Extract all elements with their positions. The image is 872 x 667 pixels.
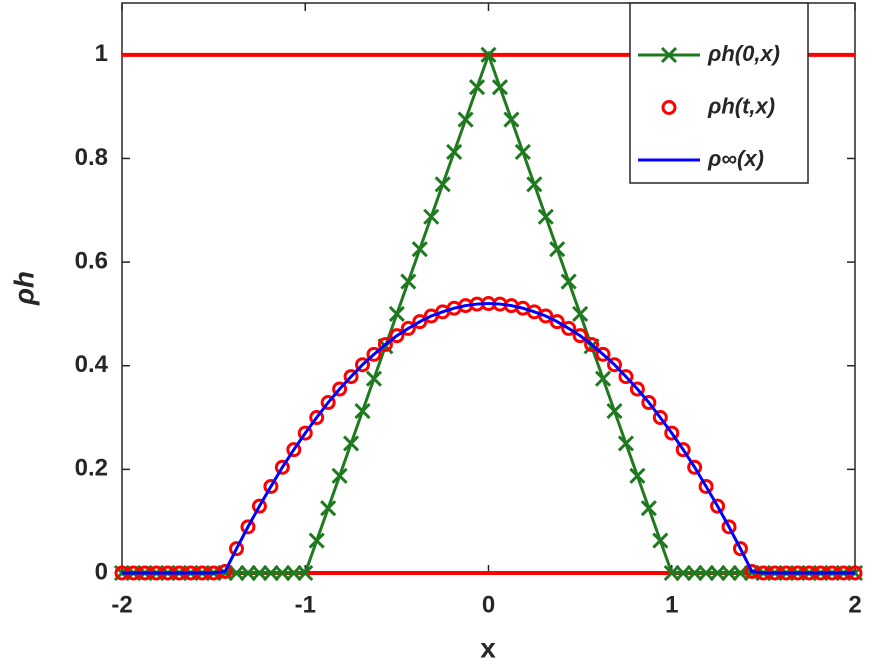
data-point <box>423 208 440 225</box>
data-point <box>732 541 748 557</box>
data-point <box>377 336 393 352</box>
data-point <box>320 500 337 517</box>
y-tick-label: 1 <box>95 40 108 67</box>
data-point <box>561 320 577 336</box>
data-point <box>320 395 336 411</box>
data-point <box>526 176 543 193</box>
data-point <box>354 403 371 420</box>
data-point <box>652 410 668 426</box>
data-point <box>549 241 566 258</box>
x-tick-label: -2 <box>111 591 132 618</box>
data-point <box>468 79 486 96</box>
data-point <box>549 314 565 330</box>
data-point <box>434 176 451 193</box>
data-point <box>412 314 428 330</box>
data-point <box>446 143 463 161</box>
x-tick-label: 2 <box>848 591 861 618</box>
data-point <box>572 328 588 344</box>
data-point <box>366 346 382 362</box>
data-point <box>491 79 509 96</box>
data-point <box>594 370 612 387</box>
data-point <box>297 425 313 441</box>
data-point <box>263 478 279 494</box>
data-point <box>308 532 325 549</box>
data-point <box>343 435 360 452</box>
y-tick-label: 0.2 <box>75 455 108 482</box>
data-point <box>355 357 371 373</box>
data-point <box>388 305 405 322</box>
data-point <box>411 241 428 258</box>
data-point <box>331 467 348 484</box>
data-point <box>240 519 256 535</box>
legend-marker <box>660 46 678 64</box>
y-tick-label: 0.4 <box>75 351 109 378</box>
data-point <box>560 273 577 290</box>
legend-marker <box>661 100 677 115</box>
data-point <box>365 370 383 387</box>
legend-label: ρ∞(x) <box>707 146 764 171</box>
data-point <box>503 111 520 128</box>
data-point <box>675 442 691 458</box>
y-axis-label: ρh <box>8 271 39 306</box>
data-point <box>400 320 416 336</box>
data-point <box>400 273 417 290</box>
data-point <box>710 498 726 514</box>
data-point <box>640 500 657 517</box>
data-point <box>343 369 359 385</box>
data-point <box>595 346 611 362</box>
data-point <box>721 519 737 535</box>
data-point <box>309 410 325 426</box>
legend-label: ρh(0,x) <box>707 41 780 66</box>
data-point <box>274 459 290 475</box>
data-point <box>480 46 497 63</box>
x-tick-label: 1 <box>665 591 678 618</box>
data-point <box>584 336 600 352</box>
data-point <box>618 369 634 385</box>
data-point <box>286 442 302 458</box>
x-tick-label: 0 <box>482 591 495 618</box>
data-point <box>698 478 714 494</box>
data-point <box>652 532 669 549</box>
data-point <box>572 305 589 322</box>
data-point <box>664 425 680 441</box>
data-point <box>606 357 622 373</box>
y-tick-label: 0.8 <box>75 144 108 171</box>
data-point <box>537 208 554 225</box>
data-point <box>514 143 531 161</box>
data-point <box>332 381 348 397</box>
x-tick-label: -1 <box>295 591 316 618</box>
data-point <box>629 381 645 397</box>
data-point <box>538 308 554 324</box>
data-point <box>617 435 634 452</box>
data-point <box>641 395 657 411</box>
y-tick-label: 0.6 <box>75 247 108 274</box>
data-point <box>389 328 405 344</box>
series-line <box>122 302 855 575</box>
legend-label: ρh(t,x) <box>707 93 775 118</box>
x-axis-label: x <box>480 632 496 663</box>
data-point <box>687 459 703 475</box>
data-point <box>606 403 623 420</box>
legend-box <box>629 2 809 184</box>
data-point <box>629 467 646 484</box>
data-point <box>457 111 474 128</box>
y-tick-label: 0 <box>95 558 108 585</box>
data-point <box>229 541 245 557</box>
data-point <box>297 564 314 582</box>
data-point <box>251 498 267 514</box>
